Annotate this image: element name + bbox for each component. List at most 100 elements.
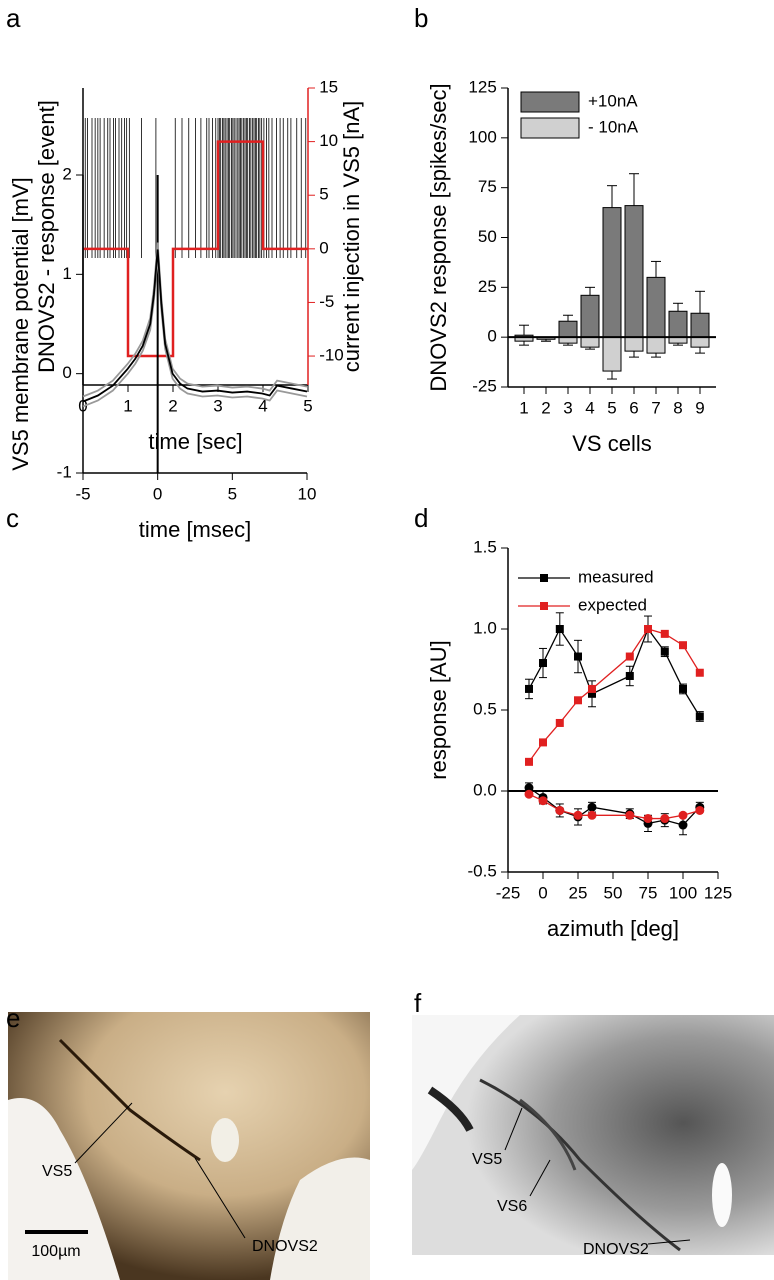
bar [668, 310, 688, 338]
y-tick-label: 0 [62, 363, 71, 382]
x-tick-label: 9 [695, 398, 704, 417]
marker [555, 718, 564, 727]
marker [524, 783, 534, 793]
bar [624, 205, 644, 338]
marker [625, 671, 634, 680]
series-line [528, 628, 701, 763]
legend-marker [540, 574, 548, 582]
y-tick-label: 75 [478, 177, 497, 196]
x-tick-label: 4 [585, 398, 594, 417]
marker [573, 810, 583, 820]
panel-label: a [6, 3, 21, 33]
bar [602, 207, 622, 338]
image-label: DNOVS2 [583, 1241, 649, 1258]
y-tick-label: -5 [319, 292, 334, 311]
marker [574, 696, 582, 705]
bar [580, 336, 600, 348]
x-tick-label: 5 [303, 396, 312, 415]
x-tick-label: 3 [563, 398, 572, 417]
x-tick-label: 5 [228, 484, 237, 503]
y-tick-label: 2 [62, 164, 71, 183]
x-axis-title: VS cells [572, 431, 651, 456]
marker [695, 668, 704, 677]
x-tick-label: 10 [298, 484, 317, 503]
x-tick-label: 0 [153, 484, 162, 503]
x-tick-label: 50 [604, 883, 623, 902]
marker [588, 684, 596, 693]
series-line [82, 256, 308, 408]
marker [678, 820, 688, 830]
x-axis-title: time [sec] [148, 429, 242, 454]
y-tick-label: 0.0 [473, 780, 497, 799]
marker [587, 810, 597, 820]
x-tick-label: 2 [541, 398, 550, 417]
marker [679, 684, 687, 693]
x-tick-label: -5 [75, 484, 90, 503]
marker [539, 659, 547, 668]
marker [625, 652, 634, 661]
x-tick-label: 7 [651, 398, 660, 417]
legend-label: - 10nA [588, 117, 639, 136]
y-tick-label: 0 [487, 327, 496, 346]
bar [624, 336, 644, 352]
marker [538, 796, 548, 806]
image-label: DNOVS2 [252, 1238, 318, 1255]
callout [194, 1157, 246, 1239]
y-tick-label: 0 [319, 238, 328, 257]
y-tick-label: 1.0 [473, 618, 497, 637]
y2-axis-title: current injection in VS5 [nA] [339, 101, 364, 372]
y-tick-label: -10 [319, 346, 344, 365]
x-tick-label: 1 [123, 396, 132, 415]
marker [643, 814, 653, 824]
bar [690, 312, 710, 338]
panel-label: e [6, 1003, 20, 1033]
marker [625, 810, 635, 820]
y-axis-title: response [AU] [426, 640, 451, 779]
series-line [528, 627, 701, 717]
y-tick-label: 15 [319, 77, 338, 96]
x-tick-label: -25 [496, 883, 521, 902]
x-tick-label: 25 [569, 883, 588, 902]
x-tick-label: 125 [704, 883, 732, 902]
callout [529, 1159, 551, 1197]
y-tick-label: -0.5 [468, 861, 497, 880]
panel-label: d [414, 503, 428, 533]
marker [679, 641, 687, 650]
bar [558, 320, 578, 338]
y-axis-title: DNOVS2 - response [event] [34, 100, 59, 373]
y-tick-label: 25 [478, 277, 497, 296]
marker [539, 738, 547, 747]
x-tick-label: 100 [669, 883, 697, 902]
series-line [82, 242, 308, 398]
callout [74, 1102, 133, 1164]
marker [660, 647, 669, 656]
marker [525, 684, 533, 693]
marker [660, 629, 669, 638]
legend-swatch [520, 117, 580, 139]
marker [660, 814, 670, 824]
series-line [528, 787, 701, 826]
legend-label: expected [578, 595, 647, 614]
y-tick-label: 1 [62, 264, 71, 283]
photo-f [412, 1015, 774, 1255]
bar [646, 336, 666, 354]
x-tick-label: 4 [258, 396, 267, 415]
panel-label: f [414, 988, 422, 1018]
y-tick-label: 125 [468, 77, 496, 96]
y-tick-label: -1 [57, 462, 72, 481]
y-tick-label: 0.5 [473, 699, 497, 718]
image-label: VS6 [497, 1198, 527, 1215]
y-tick-label: -25 [472, 376, 497, 395]
legend-label: +10nA [588, 91, 638, 110]
marker [555, 625, 564, 633]
callout [647, 1239, 691, 1245]
marker [678, 810, 688, 820]
legend-label: measured [578, 567, 654, 586]
scale-bar-label: 100µm [31, 1243, 80, 1260]
legend-swatch [520, 91, 580, 113]
x-tick-label: 2 [168, 396, 177, 415]
series-line [82, 249, 308, 403]
callout [504, 1107, 523, 1151]
x-tick-label: 75 [639, 883, 658, 902]
series-line [528, 793, 700, 820]
